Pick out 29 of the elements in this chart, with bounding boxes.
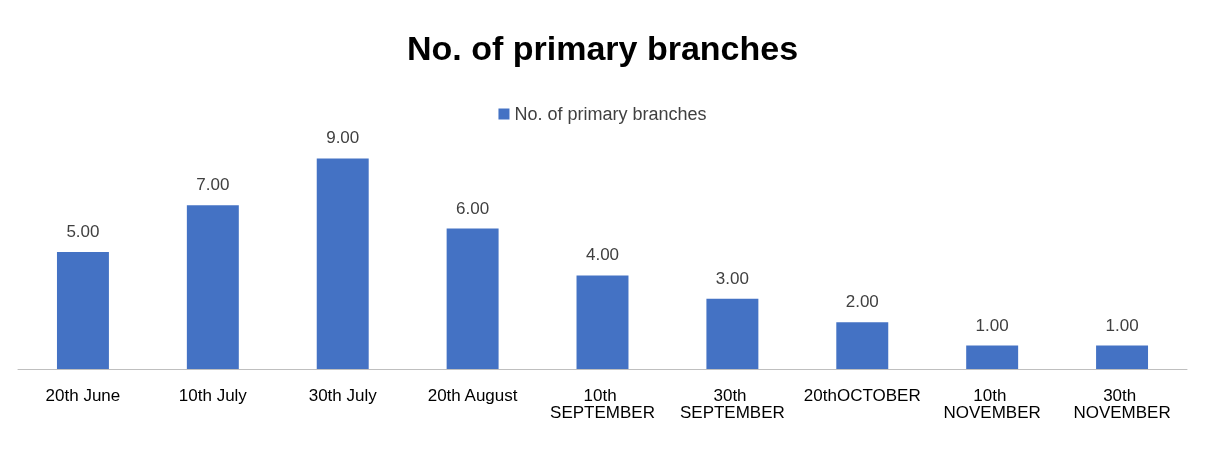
data-label: 2.00 xyxy=(845,292,879,312)
x-tick-label: 10th NOVEMBER xyxy=(943,386,1041,422)
bar xyxy=(186,205,239,369)
bar xyxy=(446,228,499,369)
bar xyxy=(316,158,369,369)
data-label: 7.00 xyxy=(196,175,230,195)
x-tick-label: 10th SEPTEMBER xyxy=(550,386,655,422)
x-tick-label: 30th SEPTEMBER xyxy=(679,386,785,422)
data-label: 3.00 xyxy=(715,268,749,288)
chart-title: No. of primary branches xyxy=(406,29,799,67)
data-label: 1.00 xyxy=(1105,315,1139,335)
legend-label: No. of primary branches xyxy=(514,104,707,124)
bar xyxy=(1096,345,1149,369)
data-label: 5.00 xyxy=(66,222,100,241)
data-label: 9.00 xyxy=(326,128,360,148)
data-label: 1.00 xyxy=(975,315,1009,335)
bar xyxy=(56,252,109,369)
bar xyxy=(966,345,1019,369)
x-tick-label: 20thOCTOBER xyxy=(803,386,921,405)
bar xyxy=(576,275,629,369)
data-label: 4.00 xyxy=(585,245,620,265)
bar xyxy=(836,322,889,369)
bar xyxy=(706,298,759,369)
x-tick-label: 30th July xyxy=(308,386,378,405)
x-tick-label: 20th August xyxy=(427,386,518,405)
x-tick-label: 30th NOVEMBER xyxy=(1073,386,1171,422)
x-tick-label: 10th July xyxy=(178,386,248,405)
x-tick-label: 20th June xyxy=(45,386,121,405)
data-label: 6.00 xyxy=(456,198,490,218)
